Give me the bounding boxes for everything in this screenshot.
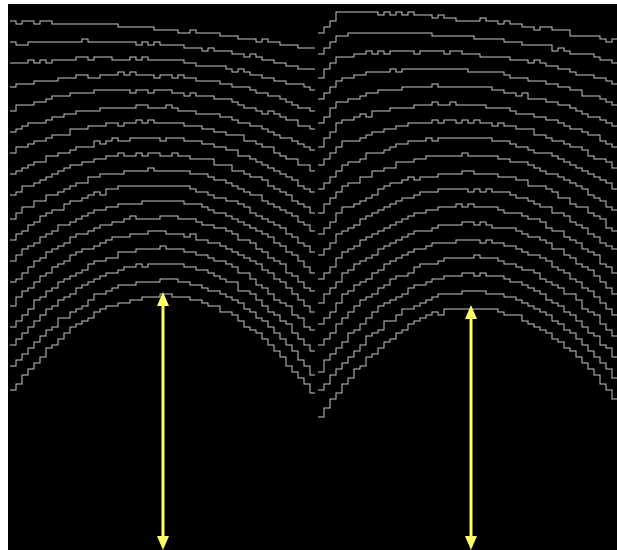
image-background: [8, 4, 617, 550]
edge-image: [0, 0, 617, 550]
page: (() => { const data = JSON.parse(documen…: [0, 0, 617, 550]
